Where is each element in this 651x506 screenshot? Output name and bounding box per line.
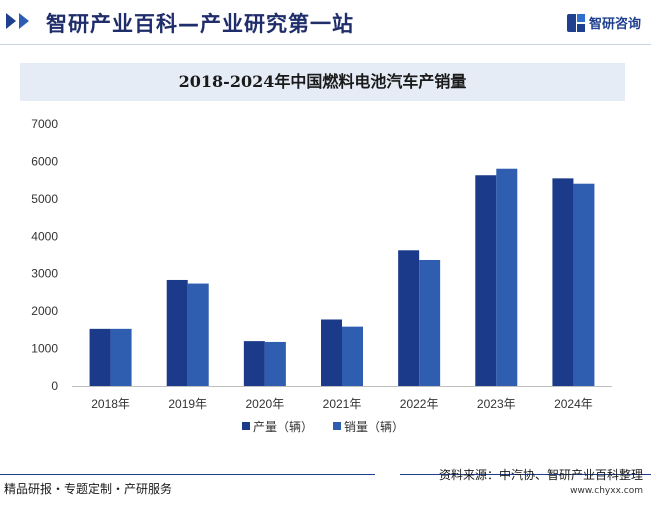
bar-sales [496,168,518,386]
y-tick-label: 3000 [31,267,58,281]
x-tick-label: 2024年 [554,397,593,411]
y-tick-label: 1000 [31,342,58,356]
brand-name: 智研咨询 [588,17,641,32]
bar-sales [573,183,595,386]
data-source: 资料来源：中汽协、智研产业百科整理 [438,468,643,482]
legend-label: 产量（辆） [253,420,313,434]
brand[interactable]: 智研咨询 [566,13,641,32]
x-tick-label: 2019年 [168,397,207,411]
x-tick-label: 2023年 [477,397,516,411]
footer-divider-right [400,474,651,475]
page-header: 智研产业百科—产业研究第一站 智研咨询 [0,0,651,44]
legend-label: 销量（辆） [344,420,404,434]
y-tick-label: 6000 [31,154,58,168]
bar-production [475,175,497,386]
bar-sales [187,283,209,386]
y-tick-label: 7000 [31,117,58,131]
bar-production [321,319,342,386]
bar-sales [110,328,132,386]
site-title: 智研产业百科—产业研究第一站 [46,12,354,36]
arrow-icon [6,13,16,29]
x-tick-label: 2020年 [246,397,285,411]
x-tick-label: 2021年 [323,397,362,411]
x-tick-label: 2018年 [91,397,130,411]
bar-sales [342,326,363,386]
footer-url[interactable]: www.chyxx.com [570,486,643,496]
bar-production [552,178,574,386]
footer-divider [0,474,375,475]
chart-title: 2018-2024年中国燃料电池汽车产销量 [178,72,467,91]
brand-logo-icon [566,13,585,32]
legend-swatch [333,422,341,430]
bar-sales [264,341,286,386]
bar-sales [419,259,441,386]
bar-production [398,250,420,386]
bar-production [243,341,265,386]
y-tick-label: 4000 [31,229,58,243]
x-tick-label: 2022年 [400,397,439,411]
footer-services: 精品研报・专题定制・产研服务 [4,482,173,496]
arrow-icon [19,13,29,29]
legend-swatch [242,422,250,430]
y-tick-label: 2000 [31,304,58,318]
header-arrows [6,13,29,29]
chart-title-band [20,63,625,101]
bar-production [166,279,188,386]
bar-production [89,328,111,386]
y-tick-label: 5000 [31,192,58,206]
header-divider [0,44,651,45]
y-tick-label: 0 [51,379,58,393]
